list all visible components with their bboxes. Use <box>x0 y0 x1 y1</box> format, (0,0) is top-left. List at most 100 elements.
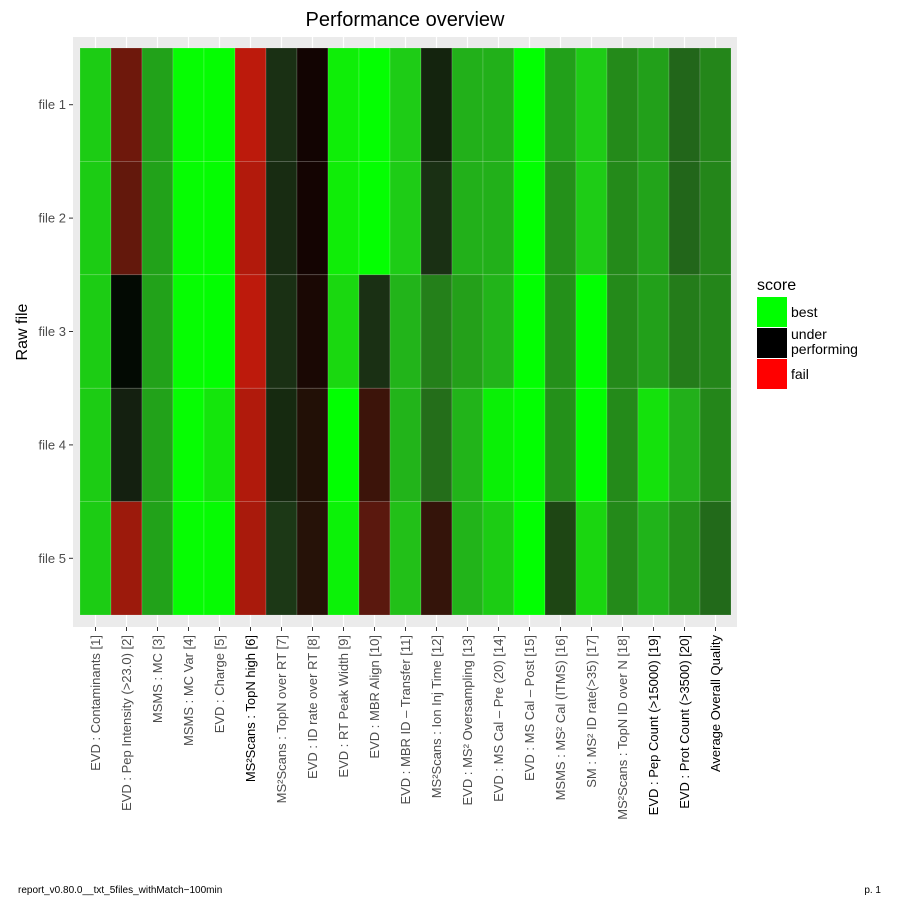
heatmap-cell <box>668 47 701 162</box>
x-tick-label: EVD : MS Cal – Pre (20) [14] <box>491 635 506 802</box>
x-tick-label: EVD : MBR ID – Transfer [11] <box>398 635 413 805</box>
heatmap-cell <box>606 274 639 389</box>
x-tick-label: MSMS : MS² Cal (ITMS) [16] <box>553 635 568 800</box>
y-tick-label: file 2 <box>39 211 66 226</box>
heatmap-cell <box>79 501 112 616</box>
heatmap-cell <box>544 501 577 616</box>
heatmap-cell <box>420 161 453 276</box>
x-tick-label: EVD : MBR Align [10] <box>367 635 382 759</box>
legend: score best under performing fail <box>757 277 858 389</box>
heatmap-cell <box>79 274 112 389</box>
heatmap-cell <box>358 387 391 502</box>
heatmap-cell <box>668 161 701 276</box>
heatmap-cell <box>141 274 174 389</box>
heatmap-cell <box>358 274 391 389</box>
y-tick-label: file 4 <box>39 437 66 452</box>
heatmap-cell <box>606 47 639 162</box>
heatmap-cell <box>141 501 174 616</box>
heatmap-cell <box>172 274 205 389</box>
heatmap-cell <box>575 501 608 616</box>
heatmap-cell <box>513 47 546 162</box>
heatmap-cell <box>575 274 608 389</box>
x-tick-label: EVD : Pep Intensity (>23.0) [2] <box>119 635 134 811</box>
heatmap-cell <box>296 274 329 389</box>
x-tick-label: MSMS : MC [3] <box>150 635 165 723</box>
heatmap-cell <box>172 47 205 162</box>
footer-report-name: report_v0.80.0__txt_5files_withMatch−100… <box>18 885 222 896</box>
heatmap-cell <box>141 387 174 502</box>
x-tick-label: EVD : RT Peak Width [9] <box>336 635 351 778</box>
heatmap-cell <box>420 47 453 162</box>
heatmap-cell <box>513 274 546 389</box>
heatmap-cell <box>637 47 670 162</box>
heatmap-cell <box>544 47 577 162</box>
y-tick-label: file 3 <box>39 324 66 339</box>
heatmap-cell <box>234 387 267 502</box>
heatmap-cell <box>451 161 484 276</box>
x-tick-label: EVD : Prot Count (>3500) [20] <box>677 635 692 809</box>
heatmap-cell <box>482 501 515 616</box>
y-axis-label: Raw file <box>14 303 31 360</box>
heatmap-cell <box>234 47 267 162</box>
legend-title: score <box>757 277 796 294</box>
heatmap-cell <box>296 501 329 616</box>
chart-title: Performance overview <box>306 9 506 31</box>
heatmap-cell <box>327 501 360 616</box>
x-axis: EVD : Contaminants [1] EVD : Pep Intensit… <box>88 627 723 820</box>
heatmap-cell <box>265 47 298 162</box>
heatmap-cell <box>203 47 236 162</box>
x-tick-label: EVD : MS² Oversampling [13] <box>460 635 475 806</box>
heatmap-cell <box>699 274 732 389</box>
heatmap-cell <box>668 387 701 502</box>
heatmap-cell <box>172 387 205 502</box>
heatmap-cell <box>699 387 732 502</box>
heatmap-cell <box>451 387 484 502</box>
heatmap-cell <box>110 274 143 389</box>
heatmap-cell <box>79 387 112 502</box>
legend-label: fail <box>791 366 809 382</box>
heatmap-cell <box>79 47 112 162</box>
heatmap-cell <box>203 387 236 502</box>
heatmap-cell <box>606 501 639 616</box>
heatmap-cell <box>172 501 205 616</box>
heatmap-cell <box>327 161 360 276</box>
heatmap-cell <box>575 47 608 162</box>
heatmap-cell <box>358 47 391 162</box>
x-tick-label: EVD : Pep Count (>15000) [19] <box>646 635 661 815</box>
legend-swatch <box>757 328 787 358</box>
heatmap-cell <box>389 47 422 162</box>
heatmap-cell <box>699 501 732 616</box>
heatmap-cell <box>389 274 422 389</box>
heatmap-cell <box>110 47 143 162</box>
heatmap-cell <box>296 161 329 276</box>
heatmap-cell <box>234 161 267 276</box>
heatmap-cell <box>389 161 422 276</box>
heatmap-cell <box>482 274 515 389</box>
heatmap-cell <box>637 501 670 616</box>
heatmap-cell <box>668 274 701 389</box>
heatmap-cell <box>265 501 298 616</box>
y-axis: file 1 file 2 file 3 file 4 file 5 <box>39 97 73 566</box>
heatmap-cell <box>141 47 174 162</box>
heatmap-cell <box>234 501 267 616</box>
legend-label: best <box>791 304 818 320</box>
heatmap-cell <box>482 387 515 502</box>
legend-label: under performing <box>791 326 858 357</box>
x-tick-label: EVD : MS Cal – Post [15] <box>522 635 537 781</box>
heatmap-cell <box>203 501 236 616</box>
y-tick-label: file 5 <box>39 551 66 566</box>
x-tick-label: EVD : Charge [5] <box>212 635 227 733</box>
x-tick-label: MS²Scans : Ion Inj Time [12] <box>429 635 444 798</box>
heatmap-cell <box>544 274 577 389</box>
heatmap-cell <box>296 47 329 162</box>
heatmap-cell <box>544 161 577 276</box>
heatmap-cell <box>606 387 639 502</box>
heatmap-cell <box>451 501 484 616</box>
x-tick-label: MS²Scans : TopN high [6] <box>243 635 258 782</box>
heatmap-cell <box>637 387 670 502</box>
x-tick-label: Average Overall Quality <box>708 635 723 773</box>
heatmap-cell <box>203 161 236 276</box>
heatmap-cells <box>79 37 732 627</box>
heatmap-cell <box>513 161 546 276</box>
heatmap-cell <box>637 274 670 389</box>
